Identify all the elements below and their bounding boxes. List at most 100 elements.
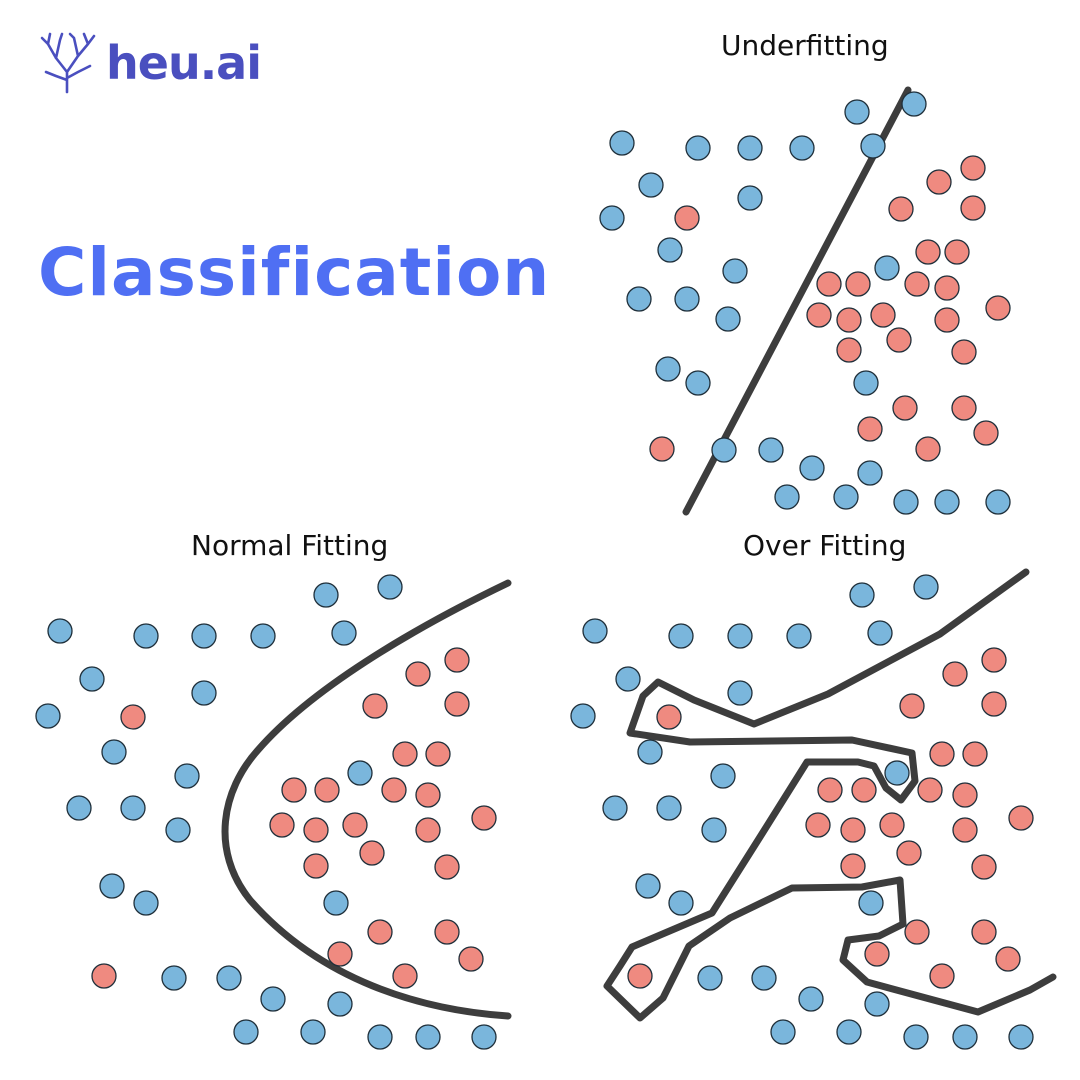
class-b-point [952, 782, 978, 808]
class-a-point [656, 795, 682, 821]
class-a-point [711, 437, 737, 463]
class-a-point [635, 873, 661, 899]
class-a-point [250, 623, 276, 649]
class-a-point [599, 205, 625, 231]
class-b-point [851, 777, 877, 803]
class-b-point [362, 693, 388, 719]
class-a-point [471, 1024, 497, 1050]
class-b-point [269, 812, 295, 838]
class-a-point [331, 620, 357, 646]
page-title: Classification [38, 234, 551, 311]
class-b-point [870, 302, 896, 328]
class-b-point [327, 941, 353, 967]
class-b-point [995, 946, 1021, 972]
class-a-point [884, 760, 910, 786]
class-b-point [840, 817, 866, 843]
class-a-point [758, 437, 784, 463]
class-a-point [655, 356, 681, 382]
normal-fitting-panel [35, 574, 512, 1050]
class-a-point [161, 965, 187, 991]
class-b-point [971, 854, 997, 880]
class-a-point [722, 258, 748, 284]
class-b-point [281, 777, 307, 803]
class-b-point [840, 853, 866, 879]
class-b-point [951, 395, 977, 421]
class-a-point [853, 370, 879, 396]
class-a-point [327, 991, 353, 1017]
class-b-point [899, 693, 925, 719]
class-b-point [342, 812, 368, 838]
class-b-point [981, 647, 1007, 673]
class-b-point [864, 941, 890, 967]
class-a-point [727, 623, 753, 649]
class-b-point [904, 919, 930, 945]
class-a-point [415, 1024, 441, 1050]
class-b-point [960, 195, 986, 221]
class-a-point [715, 306, 741, 332]
class-a-point [668, 623, 694, 649]
underfitting-title: Underfitting [721, 29, 889, 62]
class-a-point [47, 618, 73, 644]
class-b-point [415, 817, 441, 843]
class-b-point [952, 817, 978, 843]
class-a-point [260, 986, 286, 1012]
class-b-point [985, 295, 1011, 321]
class-b-point [392, 963, 418, 989]
class-a-point [367, 1024, 393, 1050]
class-b-point [444, 691, 470, 717]
class-b-point [656, 704, 682, 730]
class-b-point [303, 817, 329, 843]
class-b-point [915, 436, 941, 462]
class-b-point [392, 741, 418, 767]
class-b-point [915, 239, 941, 265]
class-a-point [657, 237, 683, 263]
over-fitting-panel [570, 568, 1057, 1050]
underfitting-panel [599, 86, 1011, 516]
class-a-point [233, 1019, 259, 1045]
class-b-point [425, 741, 451, 767]
class-b-point [917, 777, 943, 803]
class-b-point [904, 271, 930, 297]
class-b-point [971, 919, 997, 945]
class-a-point [774, 484, 800, 510]
class-b-point [888, 196, 914, 222]
class-a-point [602, 795, 628, 821]
class-a-point [101, 739, 127, 765]
class-a-point [174, 763, 200, 789]
class-b-point [934, 307, 960, 333]
class-a-point [901, 91, 927, 117]
class-a-point [99, 873, 125, 899]
class-a-point [35, 703, 61, 729]
class-a-point [844, 99, 870, 125]
class-a-point [191, 623, 217, 649]
class-b-point [960, 155, 986, 181]
coral-icon [40, 32, 96, 94]
class-b-point [836, 337, 862, 363]
class-a-point [864, 991, 890, 1017]
class-b-point [962, 741, 988, 767]
class-a-point [913, 574, 939, 600]
class-b-point [896, 840, 922, 866]
class-b-point [458, 946, 484, 972]
class-a-point [668, 890, 694, 916]
class-a-point [857, 460, 883, 486]
class-a-point [626, 286, 652, 312]
class-b-point [367, 919, 393, 945]
class-a-point [609, 130, 635, 156]
brand-name: heu.ai [106, 36, 262, 90]
class-b-point [886, 327, 912, 353]
class-b-point [973, 420, 999, 446]
class-a-point [674, 286, 700, 312]
class-b-point [981, 691, 1007, 717]
class-a-point [323, 890, 349, 916]
class-a-point [615, 666, 641, 692]
class-b-point [892, 395, 918, 421]
class-a-point [570, 703, 596, 729]
class-b-point [929, 741, 955, 767]
class-b-point [303, 853, 329, 879]
class-a-point [685, 135, 711, 161]
class-b-point [817, 777, 843, 803]
class-b-point [471, 805, 497, 831]
class-a-point [133, 623, 159, 649]
